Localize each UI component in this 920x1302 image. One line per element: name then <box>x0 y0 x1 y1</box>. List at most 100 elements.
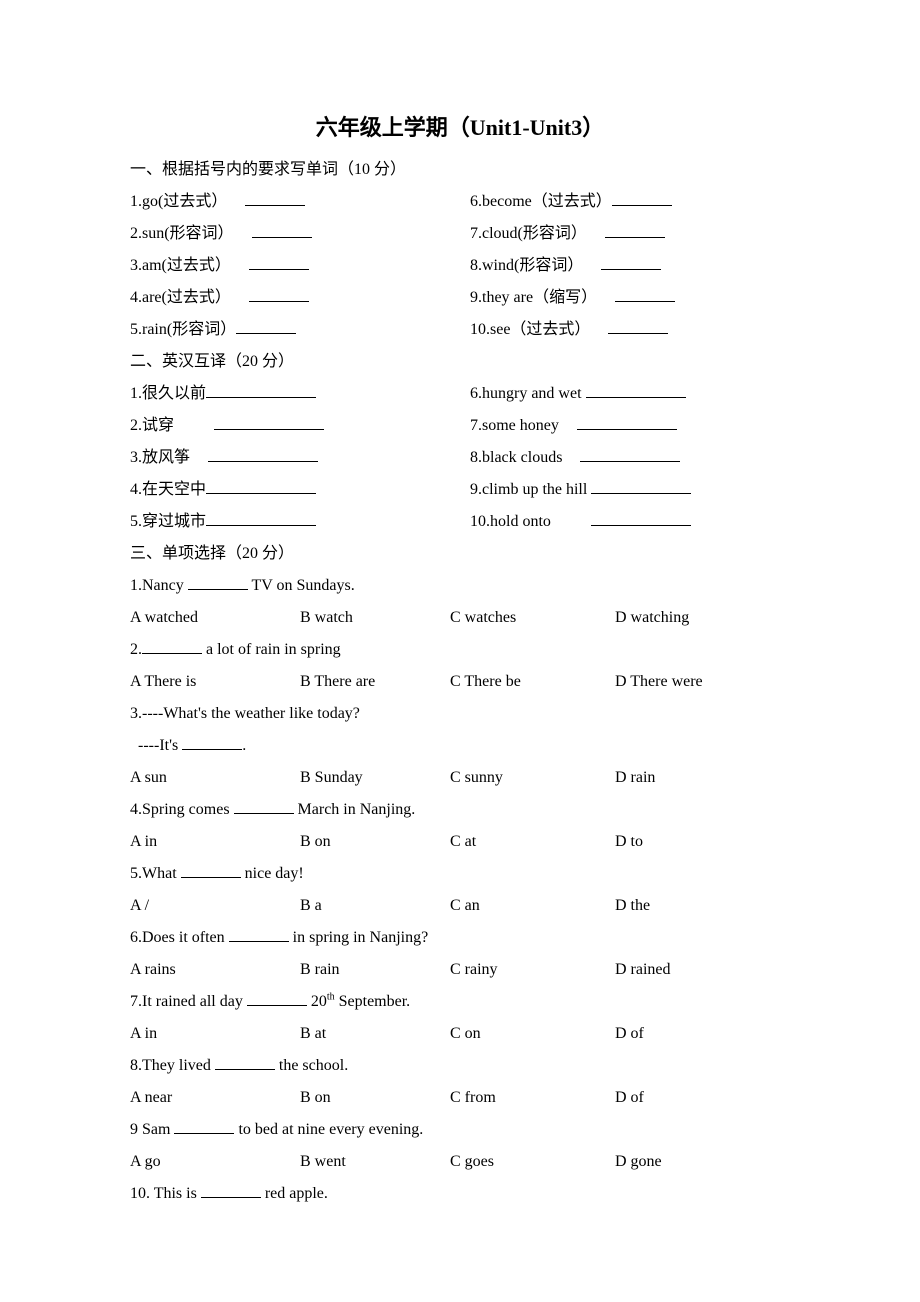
q6-stem: 6.Does it often in spring in Nanjing? <box>130 922 790 954</box>
blank[interactable] <box>215 1053 275 1070</box>
blank[interactable] <box>249 285 309 302</box>
page-title: 六年级上学期（Unit1-Unit3） <box>130 110 790 142</box>
choice-b[interactable]: B went <box>300 1146 450 1178</box>
s2-r5: 10.hold onto <box>470 513 551 530</box>
blank[interactable] <box>234 797 294 814</box>
choice-b[interactable]: B There are <box>300 666 450 698</box>
blank[interactable] <box>142 637 202 654</box>
choice-c[interactable]: C from <box>450 1082 615 1114</box>
choice-d[interactable]: D rain <box>615 762 655 794</box>
blank[interactable] <box>615 285 675 302</box>
q2-stem: 2. a lot of rain in spring <box>130 634 790 666</box>
blank[interactable] <box>208 445 318 462</box>
s2-r4: 9.climb up the hill <box>470 481 587 498</box>
blank[interactable] <box>201 1181 261 1198</box>
s2-l3: 3.放风筝 <box>130 449 190 466</box>
q3-stem-2: ----It's . <box>130 730 790 762</box>
section-3-heading: 三、单项选择（20 分） <box>130 538 790 570</box>
s1-r5: 10.see（过去式） <box>470 321 590 338</box>
blank[interactable] <box>214 413 324 430</box>
blank[interactable] <box>206 381 316 398</box>
q2-choices: A There is B There are C There be D Ther… <box>130 666 790 698</box>
blank[interactable] <box>181 861 241 878</box>
blank[interactable] <box>188 573 248 590</box>
choice-a[interactable]: A watched <box>130 602 300 634</box>
blank[interactable] <box>591 509 691 526</box>
blank[interactable] <box>580 445 680 462</box>
choice-a[interactable]: A / <box>130 890 300 922</box>
s1-r1: 6.become（过去式） <box>470 193 612 210</box>
s1-l4: 4.are(过去式） <box>130 289 231 306</box>
q9-stem: 9 Sam to bed at nine every evening. <box>130 1114 790 1146</box>
q6-choices: A rains B rain C rainy D rained <box>130 954 790 986</box>
q1-choices: A watched B watch C watches D watching <box>130 602 790 634</box>
choice-d[interactable]: D watching <box>615 602 689 634</box>
choice-a[interactable]: A in <box>130 826 300 858</box>
s2-r3: 8.black clouds <box>470 449 562 466</box>
s1-l5: 5.rain(形容词） <box>130 321 236 338</box>
blank[interactable] <box>247 989 307 1006</box>
choice-c[interactable]: C on <box>450 1018 615 1050</box>
choice-c[interactable]: C goes <box>450 1146 615 1178</box>
choice-a[interactable]: A There is <box>130 666 300 698</box>
q1-stem: 1.Nancy TV on Sundays. <box>130 570 790 602</box>
section-2-row: 1.很久以前 6.hungry and wet <box>130 378 790 410</box>
choice-c[interactable]: C at <box>450 826 615 858</box>
s2-l4: 4.在天空中 <box>130 481 206 498</box>
choice-d[interactable]: D rained <box>615 954 671 986</box>
choice-a[interactable]: A go <box>130 1146 300 1178</box>
choice-c[interactable]: C an <box>450 890 615 922</box>
q3-choices: A sun B Sunday C sunny D rain <box>130 762 790 794</box>
blank[interactable] <box>252 221 312 238</box>
choice-b[interactable]: B rain <box>300 954 450 986</box>
choice-d[interactable]: D gone <box>615 1146 662 1178</box>
choice-b[interactable]: B at <box>300 1018 450 1050</box>
blank[interactable] <box>591 477 691 494</box>
blank[interactable] <box>601 253 661 270</box>
section-2-heading: 二、英汉互译（20 分） <box>130 346 790 378</box>
choice-b[interactable]: B a <box>300 890 450 922</box>
blank[interactable] <box>608 317 668 334</box>
blank[interactable] <box>182 733 242 750</box>
q7-stem: 7.It rained all day 20th September. <box>130 986 790 1018</box>
blank[interactable] <box>249 253 309 270</box>
q7-choices: A in B at C on D of <box>130 1018 790 1050</box>
blank[interactable] <box>206 509 316 526</box>
choice-d[interactable]: D of <box>615 1018 644 1050</box>
choice-d[interactable]: D the <box>615 890 650 922</box>
blank[interactable] <box>577 413 677 430</box>
q3-stem-1: 3.----What's the weather like today? <box>130 698 790 730</box>
section-1-row: 3.am(过去式） 8.wind(形容词） <box>130 250 790 282</box>
q5-stem: 5.What nice day! <box>130 858 790 890</box>
choice-b[interactable]: B watch <box>300 602 450 634</box>
s2-l5: 5.穿过城市 <box>130 513 206 530</box>
s1-r4: 9.they are（缩写） <box>470 289 597 306</box>
s1-r2: 7.cloud(形容词） <box>470 225 587 242</box>
blank[interactable] <box>605 221 665 238</box>
blank[interactable] <box>245 189 305 206</box>
choice-a[interactable]: A rains <box>130 954 300 986</box>
section-1-row: 1.go(过去式） 6.become（过去式） <box>130 186 790 218</box>
choice-a[interactable]: A sun <box>130 762 300 794</box>
section-1-heading: 一、根据括号内的要求写单词（10 分） <box>130 154 790 186</box>
blank[interactable] <box>236 317 296 334</box>
q4-stem: 4.Spring comes March in Nanjing. <box>130 794 790 826</box>
blank[interactable] <box>586 381 686 398</box>
blank[interactable] <box>174 1117 234 1134</box>
choice-b[interactable]: B on <box>300 1082 450 1114</box>
choice-a[interactable]: A near <box>130 1082 300 1114</box>
choice-c[interactable]: C There be <box>450 666 615 698</box>
choice-d[interactable]: D of <box>615 1082 644 1114</box>
blank[interactable] <box>612 189 672 206</box>
choice-c[interactable]: C watches <box>450 602 615 634</box>
blank[interactable] <box>206 477 316 494</box>
choice-a[interactable]: A in <box>130 1018 300 1050</box>
blank[interactable] <box>229 925 289 942</box>
s2-r2: 7.some honey <box>470 417 559 434</box>
choice-c[interactable]: C rainy <box>450 954 615 986</box>
choice-d[interactable]: D to <box>615 826 643 858</box>
choice-c[interactable]: C sunny <box>450 762 615 794</box>
choice-d[interactable]: D There were <box>615 666 703 698</box>
choice-b[interactable]: B Sunday <box>300 762 450 794</box>
choice-b[interactable]: B on <box>300 826 450 858</box>
